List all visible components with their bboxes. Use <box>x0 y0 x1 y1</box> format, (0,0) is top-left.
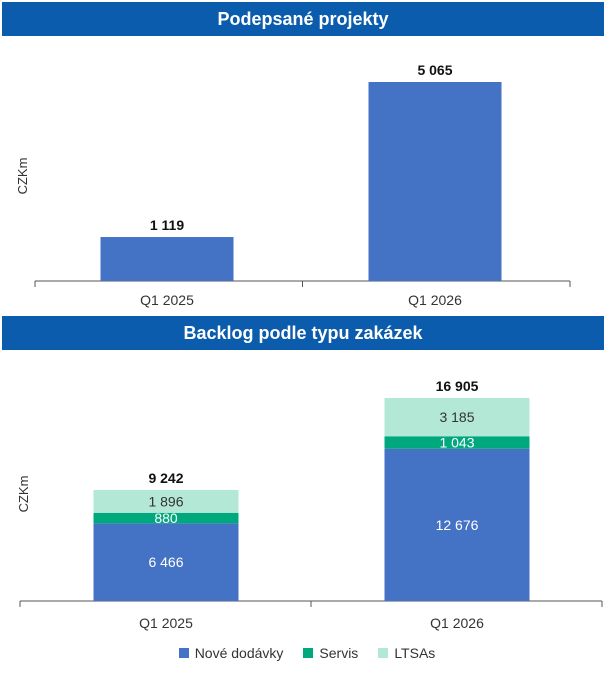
chart2-title: Backlog podle typu zakázek <box>183 322 423 343</box>
legend-item-ltsas: LTSAs <box>378 645 435 661</box>
chart2-segment-value-label: 6 466 <box>148 554 183 570</box>
chart2-bar-segment <box>384 436 530 449</box>
chart2-segment-value-label: 880 <box>154 510 178 526</box>
chart2-bar-segment <box>93 490 239 513</box>
chart2-segment-value-label: 12 676 <box>436 517 479 533</box>
chart1-title: Podepsané projekty <box>217 8 389 29</box>
chart2-bar-segment <box>384 398 530 437</box>
chart2-x-tick-label: Q1 2026 <box>430 615 484 631</box>
legend-label-nove-dodavky: Nové dodávky <box>194 645 284 661</box>
chart2-total-label: 16 905 <box>436 378 479 394</box>
chart2-segment-value-label: 1 896 <box>148 493 183 509</box>
chart2-bar-segment <box>93 512 239 524</box>
legend-swatch-servis <box>303 648 314 658</box>
chart1-x-tick-label: Q1 2026 <box>408 292 462 308</box>
chart1-y-axis-label: CZKm <box>15 158 30 195</box>
chart2-bar-segment <box>384 448 530 601</box>
chart2-x-tick-label: Q1 2025 <box>139 615 193 631</box>
chart2-bar-segment <box>93 523 239 601</box>
chart2-y-axis-label: CZKm <box>16 476 31 513</box>
legend-label-ltsas: LTSAs <box>394 645 436 661</box>
legend-item-servis: Servis <box>303 645 358 661</box>
chart2-segment-value-label: 3 185 <box>439 409 474 425</box>
chart1-x-tick-label: Q1 2025 <box>140 292 194 308</box>
chart1-bar-value-label: 1 119 <box>150 217 184 233</box>
legend-swatch-nove-dodavky <box>178 648 189 658</box>
chart2-total-label: 9 242 <box>148 470 183 486</box>
chart1-title-banner: Podepsané projekty <box>2 2 604 36</box>
legend-swatch-ltsas <box>378 648 389 658</box>
legend-item-nove-dodavky: Nové dodávky <box>178 645 284 661</box>
chart1-bar <box>368 82 502 281</box>
chart1-bar-value-label: 5 065 <box>417 62 452 78</box>
chart2-title-banner: Backlog podle typu zakázek <box>2 316 604 350</box>
chart1-bar <box>100 237 234 281</box>
chart2-legend: Nové dodávky Servis LTSAs <box>0 645 614 661</box>
chart2-segment-value-label: 1 043 <box>439 435 474 451</box>
legend-label-servis: Servis <box>319 645 359 661</box>
